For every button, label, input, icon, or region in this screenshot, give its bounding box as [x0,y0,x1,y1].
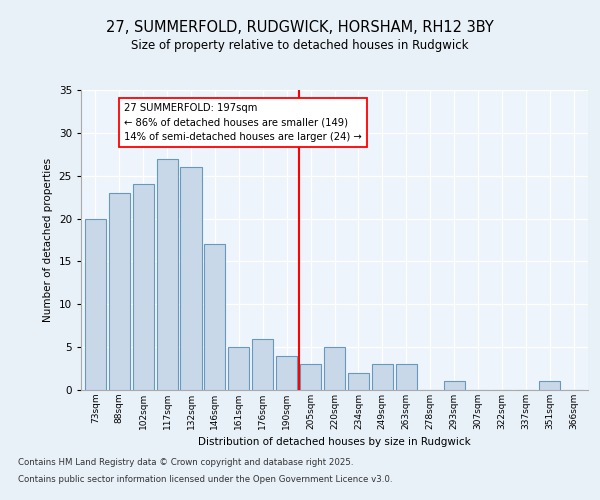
Text: Size of property relative to detached houses in Rudgwick: Size of property relative to detached ho… [131,38,469,52]
Bar [181,167,202,390]
Bar [229,347,250,390]
Bar [252,338,273,390]
Bar [300,364,321,390]
Text: 27, SUMMERFOLD, RUDGWICK, HORSHAM, RH12 3BY: 27, SUMMERFOLD, RUDGWICK, HORSHAM, RH12 … [106,20,494,35]
Bar [205,244,226,390]
Bar [372,364,393,390]
Bar [157,158,178,390]
Text: Contains HM Land Registry data © Crown copyright and database right 2025.: Contains HM Land Registry data © Crown c… [18,458,353,467]
Bar [324,347,345,390]
Bar [539,382,560,390]
Bar [133,184,154,390]
Bar [348,373,369,390]
X-axis label: Distribution of detached houses by size in Rudgwick: Distribution of detached houses by size … [198,438,471,448]
Bar [276,356,297,390]
Text: Contains public sector information licensed under the Open Government Licence v3: Contains public sector information licen… [18,474,392,484]
Bar [85,218,106,390]
Text: 27 SUMMERFOLD: 197sqm
← 86% of detached houses are smaller (149)
14% of semi-det: 27 SUMMERFOLD: 197sqm ← 86% of detached … [124,103,362,142]
Bar [396,364,417,390]
Y-axis label: Number of detached properties: Number of detached properties [43,158,53,322]
Bar [109,193,130,390]
Bar [443,382,464,390]
